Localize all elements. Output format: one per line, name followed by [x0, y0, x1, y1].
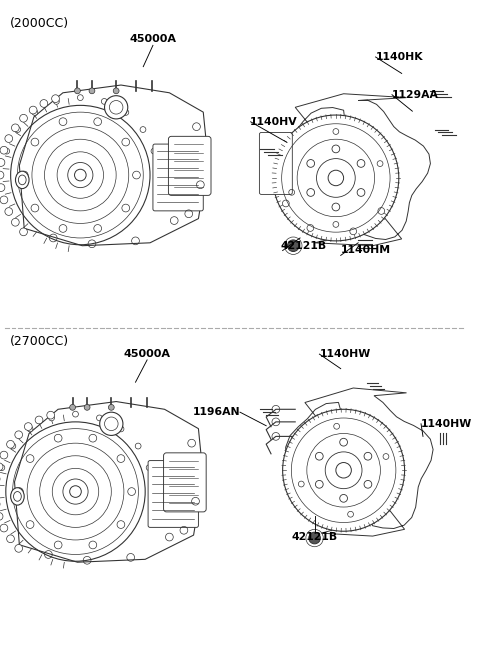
Circle shape	[273, 115, 399, 241]
Text: (2700CC): (2700CC)	[10, 335, 69, 348]
Circle shape	[0, 463, 3, 470]
Text: 42121B: 42121B	[291, 533, 337, 542]
Circle shape	[70, 404, 75, 410]
Text: 1140HK: 1140HK	[375, 52, 423, 62]
Circle shape	[48, 415, 54, 421]
Ellipse shape	[15, 171, 29, 189]
Text: 45000A: 45000A	[124, 349, 170, 359]
Circle shape	[32, 109, 38, 115]
Circle shape	[52, 95, 60, 103]
Circle shape	[0, 196, 8, 204]
Circle shape	[20, 228, 27, 236]
Circle shape	[309, 533, 320, 544]
Circle shape	[151, 148, 157, 154]
Circle shape	[100, 412, 123, 436]
Circle shape	[283, 409, 405, 531]
Circle shape	[4, 148, 10, 154]
Circle shape	[0, 465, 5, 470]
Polygon shape	[278, 94, 431, 246]
Circle shape	[0, 146, 8, 154]
Circle shape	[118, 426, 124, 432]
Polygon shape	[286, 388, 433, 536]
Circle shape	[27, 426, 33, 432]
Circle shape	[29, 106, 37, 114]
FancyBboxPatch shape	[148, 460, 198, 527]
Circle shape	[0, 524, 8, 532]
Circle shape	[7, 440, 14, 448]
Circle shape	[155, 172, 161, 178]
Circle shape	[10, 443, 16, 449]
Circle shape	[0, 451, 8, 459]
FancyBboxPatch shape	[259, 132, 292, 195]
Circle shape	[47, 411, 55, 419]
Circle shape	[123, 109, 129, 115]
Ellipse shape	[11, 488, 24, 505]
Circle shape	[101, 98, 107, 104]
Circle shape	[135, 443, 141, 449]
Circle shape	[20, 115, 27, 122]
Circle shape	[15, 431, 23, 439]
Circle shape	[40, 100, 48, 107]
Polygon shape	[19, 85, 208, 246]
Circle shape	[53, 98, 60, 104]
Text: 1140HW: 1140HW	[319, 349, 371, 359]
Circle shape	[105, 96, 128, 119]
Circle shape	[113, 88, 119, 94]
Circle shape	[0, 184, 5, 191]
Circle shape	[146, 465, 152, 470]
Text: 1129AA: 1129AA	[392, 90, 439, 100]
Circle shape	[15, 126, 21, 132]
FancyBboxPatch shape	[168, 136, 211, 195]
Circle shape	[150, 489, 156, 495]
Circle shape	[5, 208, 12, 215]
Circle shape	[12, 124, 19, 132]
Circle shape	[108, 404, 114, 410]
Text: 1140HM: 1140HM	[341, 246, 391, 255]
Circle shape	[140, 126, 146, 132]
FancyBboxPatch shape	[153, 144, 203, 211]
Circle shape	[89, 88, 95, 94]
Text: 1196AN: 1196AN	[192, 407, 240, 417]
Circle shape	[15, 544, 23, 552]
Circle shape	[12, 218, 19, 226]
Circle shape	[35, 416, 43, 424]
Circle shape	[77, 95, 83, 100]
Text: 1140HW: 1140HW	[421, 419, 472, 429]
Circle shape	[0, 171, 4, 179]
Circle shape	[84, 404, 90, 410]
Circle shape	[24, 422, 32, 430]
Circle shape	[0, 159, 5, 166]
Text: (2000CC): (2000CC)	[10, 17, 69, 30]
Circle shape	[288, 240, 299, 252]
Circle shape	[5, 135, 12, 142]
Text: 42121B: 42121B	[281, 240, 327, 251]
Circle shape	[96, 415, 102, 421]
FancyBboxPatch shape	[164, 453, 206, 512]
Circle shape	[0, 512, 3, 520]
Text: 45000A: 45000A	[130, 34, 177, 45]
Text: 1140HV: 1140HV	[250, 117, 297, 127]
Circle shape	[74, 88, 80, 94]
Circle shape	[72, 411, 78, 417]
Polygon shape	[14, 402, 203, 562]
Circle shape	[7, 535, 14, 542]
